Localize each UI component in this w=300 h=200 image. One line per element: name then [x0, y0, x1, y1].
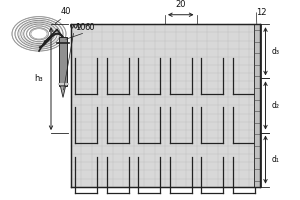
Circle shape	[31, 29, 47, 39]
Text: h₃: h₃	[35, 74, 43, 83]
Text: 20: 20	[176, 0, 186, 9]
Bar	[59, 37, 67, 86]
Text: 60: 60	[84, 23, 94, 32]
Text: d₁: d₁	[272, 155, 279, 164]
Bar	[70, 24, 260, 187]
Text: d₃: d₃	[272, 47, 280, 56]
Text: d₂: d₂	[272, 101, 280, 110]
Text: 12: 12	[256, 8, 267, 17]
Polygon shape	[60, 86, 66, 97]
Text: 10: 10	[75, 23, 86, 32]
Bar	[254, 24, 261, 187]
Text: 40: 40	[61, 7, 71, 16]
